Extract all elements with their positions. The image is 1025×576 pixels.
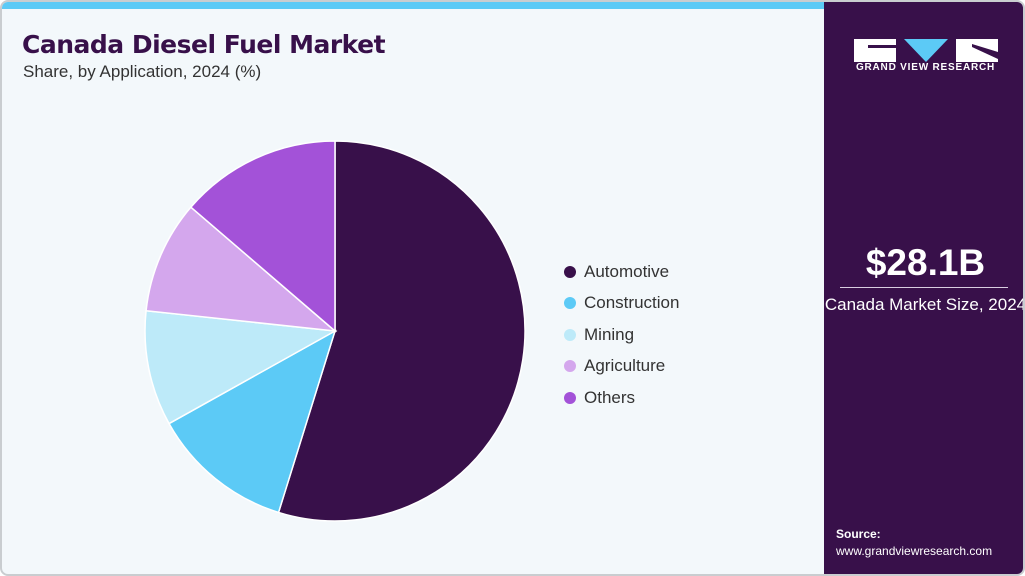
pie-slice-others [189, 140, 336, 333]
source-label: Source: [836, 527, 881, 541]
chart-legend: Automotive Construction Mining Agricultu… [564, 256, 679, 414]
accent-bar [2, 2, 826, 9]
market-size-value: $28.1B [865, 242, 986, 283]
legend-item-automotive: Automotive [564, 256, 679, 288]
legend-dot-icon [564, 391, 576, 404]
legend-item-mining: Mining [564, 319, 679, 351]
legend-item-agriculture: Agriculture [564, 351, 679, 383]
legend-dot-icon [564, 360, 576, 373]
legend-item-others: Others [564, 382, 679, 414]
legend-label: Construction [584, 293, 680, 313]
source-link[interactable]: www.grandviewresearch.com [836, 544, 993, 558]
legend-label: Agriculture [584, 356, 666, 376]
legend-item-construction: Construction [564, 288, 679, 320]
pie-slice-automotive [277, 140, 526, 522]
legend-label: Mining [584, 324, 635, 344]
legend-dot-icon [564, 297, 576, 310]
legend-label: Others [584, 387, 636, 407]
grand-view-research-logo-icon [854, 39, 998, 62]
summary-panel: GRAND VIEW RESEARCH $28.1B Canada Market… [824, 2, 1025, 574]
chart-subtitle: Share, by Application, 2024 (%) [23, 62, 262, 81]
pie-slice-construction [168, 329, 337, 514]
legend-dot-icon [564, 328, 576, 341]
legend-label: Automotive [584, 261, 670, 281]
chart-title: Canada Diesel Fuel Market [22, 30, 386, 59]
market-size-label: Canada Market Size, 2024 [824, 295, 1025, 314]
pie-chart [144, 140, 526, 522]
pie-slice-agriculture [145, 206, 338, 333]
divider [840, 287, 1008, 288]
brand-name: GRAND VIEW RESEARCH [855, 62, 996, 73]
pie-slice-mining [144, 309, 338, 425]
legend-dot-icon [564, 265, 576, 278]
